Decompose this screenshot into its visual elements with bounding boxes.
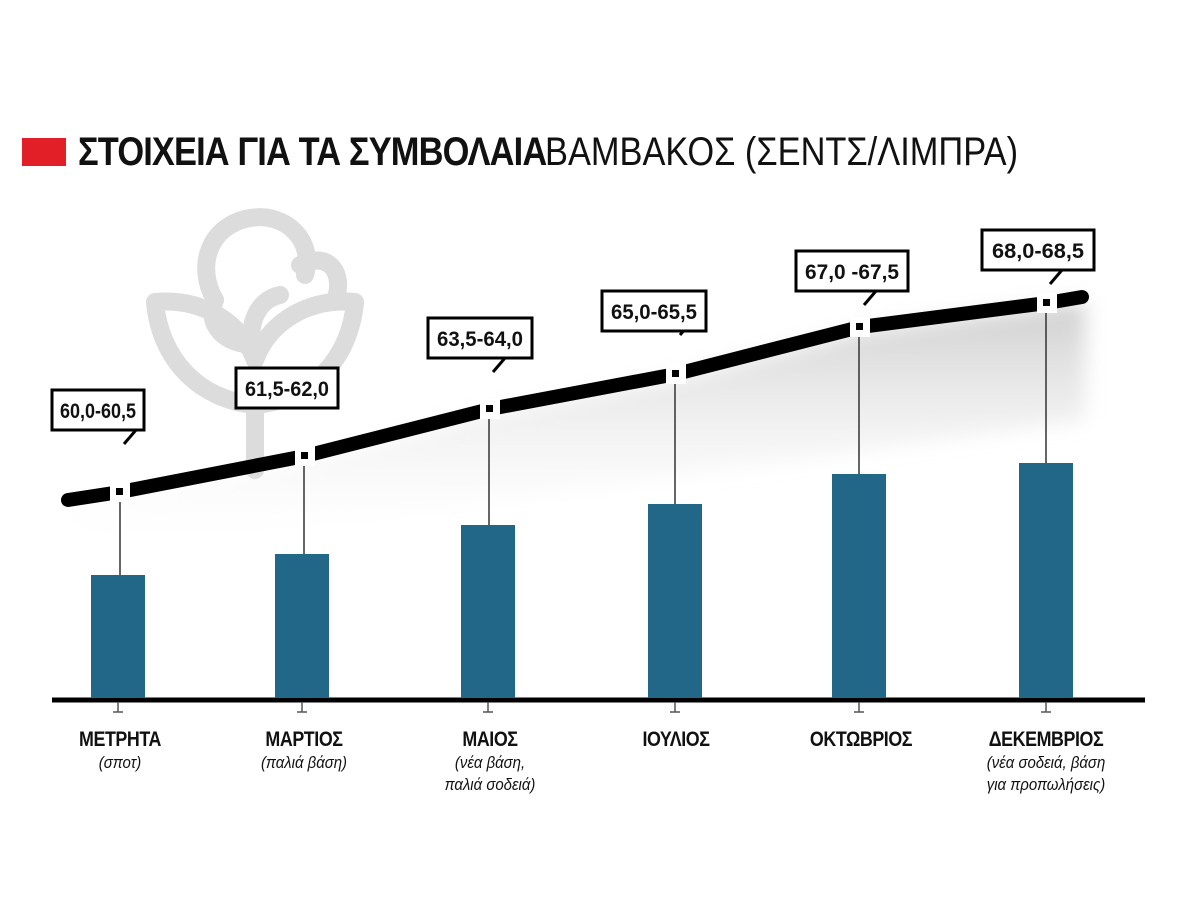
value-label-oktovrios: 67,0 -67,5 — [794, 249, 910, 293]
category-name: ΜΕΤΡΗΤΑ — [79, 728, 161, 751]
category-subtitle: (σποτ) — [98, 753, 142, 772]
value-label-dekemvrios: 68,0-68,5 — [980, 228, 1096, 272]
svg-text:60,0-60,5: 60,0-60,5 — [60, 400, 136, 423]
svg-text:67,0 -67,5: 67,0 -67,5 — [805, 261, 899, 284]
category-ioulios: ΙΟΥΛΙΟΣ — [576, 728, 776, 752]
axis-ticks — [113, 702, 1051, 713]
value-label-ioulios: 65,0-65,5 — [600, 289, 708, 333]
cotton-plant-icon — [146, 208, 364, 479]
svg-text:63,5-64,0: 63,5-64,0 — [437, 328, 523, 351]
value-label-metrita: 60,0-60,5 — [50, 388, 146, 432]
title-accent-square — [22, 138, 66, 166]
title-light-text: ΒΑΜΒΑΚΟΣ (ΣΕΝΤΣ/ΛΙΜΠΡΑ) — [544, 129, 1018, 174]
line-shadow — [70, 302, 1085, 560]
bar-metrita — [91, 575, 145, 698]
connector-lines — [119, 307, 1047, 575]
category-dekemvrios: ΔΕΚΕΜΒΡΙΟΣ (νέα σοδειά, βάση για προπωλή… — [946, 728, 1146, 796]
category-subtitle: (νέα βάση, παλιά σοδειά) — [444, 753, 536, 794]
trend-line — [61, 290, 1089, 507]
chart-title: ΣΤΟΙΧΕΙΑ ΓΙΑ ΤΑ ΣΥΜΒΟΛΑΙΑ ΒΑΜΒΑΚΟΣ (ΣΕΝΤ… — [22, 128, 1095, 176]
category-subtitle: (παλιά βάση) — [260, 753, 348, 772]
category-subtitle: (νέα σοδειά, βάση για προπωλήσεις) — [986, 753, 1106, 794]
category-name: ΜΑΙΟΣ — [462, 728, 518, 751]
category-metrita: ΜΕΤΡΗΤΑ (σποτ) — [20, 728, 220, 774]
bar-martios — [275, 554, 329, 698]
value-label-martios: 61,5-62,0 — [234, 366, 340, 410]
svg-text:65,0-65,5: 65,0-65,5 — [611, 301, 697, 324]
bar-oktovrios — [832, 474, 886, 698]
category-name: ΔΕΚΕΜΒΡΙΟΣ — [988, 728, 1104, 751]
category-name: ΙΟΥΛΙΟΣ — [642, 728, 710, 751]
category-maios: ΜΑΙΟΣ (νέα βάση, παλιά σοδειά) — [390, 728, 590, 796]
bar-ioulios — [648, 504, 702, 698]
title-bold-text: ΣΤΟΙΧΕΙΑ ΓΙΑ ΤΑ ΣΥΜΒΟΛΑΙΑ — [78, 129, 547, 174]
category-name: ΟΚΤΩΒΡΙΟΣ — [809, 728, 913, 751]
category-oktovrios: ΟΚΤΩΒΡΙΟΣ — [761, 728, 961, 752]
line-markers — [110, 293, 1057, 502]
category-name: ΜΑΡΤΙΟΣ — [265, 728, 343, 751]
bar-dekemvrios — [1019, 463, 1073, 698]
svg-text:61,5-62,0: 61,5-62,0 — [245, 378, 329, 401]
bar-maios — [461, 525, 515, 698]
value-label-maios: 63,5-64,0 — [426, 316, 534, 360]
category-martios: ΜΑΡΤΙΟΣ (παλιά βάση) — [204, 728, 404, 774]
svg-text:68,0-68,5: 68,0-68,5 — [992, 240, 1084, 263]
